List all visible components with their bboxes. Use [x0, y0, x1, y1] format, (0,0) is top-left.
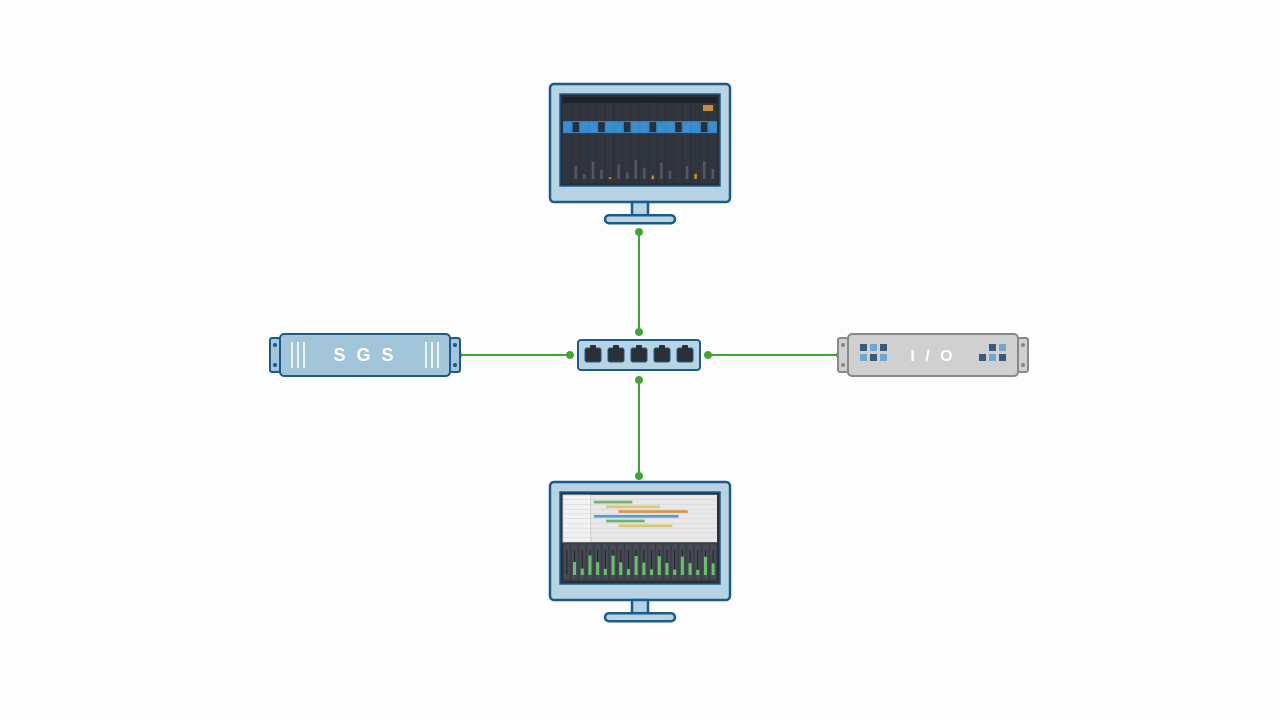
- monitor-top-screen: [563, 97, 717, 183]
- connector-bottom: [635, 376, 643, 480]
- sgs-device: S G S: [270, 334, 460, 376]
- switch-port-icon: [631, 348, 647, 362]
- monitor-bottom: [550, 482, 730, 621]
- connector-right: [704, 351, 844, 359]
- network-switch: [578, 340, 700, 370]
- monitor-bottom-screen: [563, 495, 717, 581]
- network-diagram: S G S I / O: [0, 0, 1280, 720]
- io-label: I / O: [910, 348, 955, 365]
- connector-top: [635, 228, 643, 336]
- sgs-label: S G S: [333, 345, 396, 365]
- switch-port-icon: [608, 348, 624, 362]
- switch-port-icon: [654, 348, 670, 362]
- connector-left: [454, 351, 574, 359]
- switch-port-icon: [677, 348, 693, 362]
- switch-port-icon: [585, 348, 601, 362]
- io-device: I / O: [838, 334, 1028, 376]
- monitor-top: [550, 84, 730, 223]
